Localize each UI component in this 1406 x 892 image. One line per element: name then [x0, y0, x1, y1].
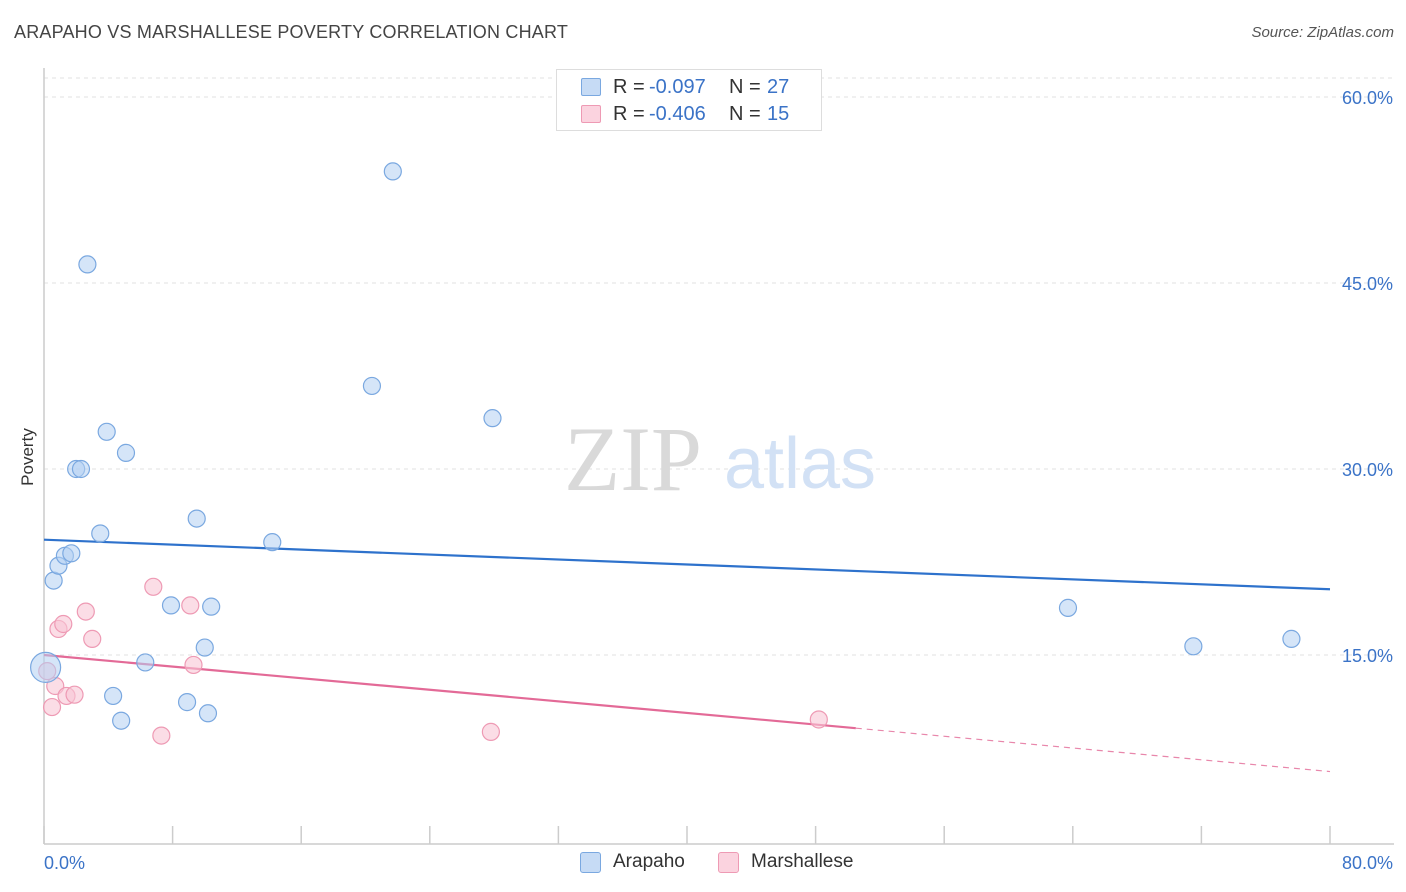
data-point-arapaho: [116, 443, 136, 462]
data-point-arapaho: [383, 162, 402, 181]
data-point-arapaho: [362, 376, 382, 396]
watermark: ZIP atlas: [564, 408, 876, 510]
trendline-arapaho: [43, 538, 1331, 591]
y-tick-label: 15.0%: [1342, 646, 1393, 666]
data-point-arapaho: [91, 524, 110, 543]
data-point-arapaho: [1282, 629, 1301, 648]
source-label: Source: ZipAtlas.com: [1251, 24, 1394, 41]
series-legend-label-marshallese: Marshallese: [751, 851, 854, 872]
legend-swatch-marshallese: [581, 105, 601, 123]
correlation-legend: R = -0.097 N = 27 R = -0.406 N = 15: [556, 69, 822, 131]
series-legend-label-arapaho: Arapaho: [613, 851, 685, 872]
data-point-arapaho: [30, 651, 62, 684]
legend-swatch-arapaho: [581, 78, 601, 96]
y-tick-label: 45.0%: [1342, 274, 1393, 294]
data-point-arapaho: [71, 459, 91, 479]
data-point-arapaho: [177, 693, 197, 712]
data-point-arapaho: [97, 422, 116, 441]
data-point-marshallese: [83, 629, 102, 648]
data-point-marshallese: [181, 596, 200, 615]
legend-n-label: N =: [729, 75, 761, 98]
data-point-marshallese: [184, 655, 203, 675]
series-legend-arapaho: Arapaho: [580, 851, 685, 873]
data-point-marshallese: [42, 697, 62, 717]
legend-r-value: -0.097: [649, 75, 706, 98]
watermark-atlas: atlas: [724, 424, 876, 504]
y-tick-label: 60.0%: [1342, 88, 1393, 108]
data-point-arapaho: [1184, 637, 1203, 656]
series-legend-swatch-marshallese: [718, 851, 739, 873]
data-point-marshallese: [152, 726, 171, 745]
series-legend-swatch-arapaho: [580, 851, 601, 873]
data-point-arapaho: [112, 711, 131, 730]
data-point-arapaho: [483, 409, 502, 428]
legend-row-arapaho: R = -0.097 N = 27: [581, 74, 789, 100]
legend-r-label: R =: [613, 75, 645, 98]
data-point-arapaho: [78, 255, 97, 274]
legend-n-value: 15: [767, 102, 790, 125]
data-point-arapaho: [198, 704, 218, 723]
data-point-arapaho: [1058, 598, 1078, 617]
x-tick-label: 0.0%: [44, 853, 85, 873]
data-point-marshallese: [481, 722, 500, 741]
points-layer: [30, 162, 1301, 745]
legend-r-value: -0.406: [649, 102, 706, 125]
watermark-zip: ZIP: [564, 408, 702, 510]
data-point-marshallese: [65, 685, 84, 704]
data-point-arapaho: [161, 596, 181, 615]
legend-n-value: 27: [767, 75, 790, 98]
grid-layer: [44, 77, 1394, 656]
legend-n-label: N =: [729, 102, 761, 125]
data-point-arapaho: [136, 653, 155, 672]
x-tick-label: 80.0%: [1342, 853, 1393, 873]
chart-title: ARAPAHO VS MARSHALLESE POVERTY CORRELATI…: [14, 22, 569, 42]
data-point-marshallese: [144, 577, 163, 596]
axis-layer: [43, 68, 1394, 845]
y-axis-label: Poverty: [18, 428, 37, 486]
data-point-arapaho: [195, 638, 214, 657]
trendline-marshallese-extension: [855, 727, 1331, 773]
series-legend-marshallese: Marshallese: [718, 851, 853, 873]
legend-row-marshallese: R = -0.406 N = 15: [581, 101, 789, 127]
data-point-marshallese: [76, 602, 95, 621]
y-tick-label: 30.0%: [1342, 460, 1393, 480]
data-point-arapaho: [202, 597, 221, 616]
trend-layer: [43, 538, 1331, 773]
data-point-arapaho: [187, 509, 206, 528]
trendline-marshallese: [43, 653, 856, 730]
data-point-arapaho: [263, 533, 282, 552]
series-legend: Arapaho Marshallese: [0, 851, 1406, 877]
data-point-arapaho: [104, 686, 123, 706]
label-layer: 15.0% 30.0% 45.0% 60.0% 0.0% 80.0% Poverty: [18, 88, 1393, 873]
data-point-marshallese: [809, 710, 828, 729]
data-point-arapaho: [62, 544, 81, 563]
legend-r-label: R =: [613, 102, 645, 125]
data-point-marshallese: [54, 614, 73, 634]
